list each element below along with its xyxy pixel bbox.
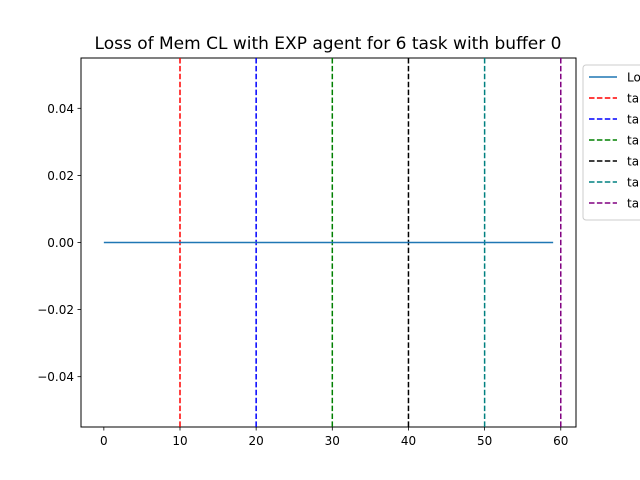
x-tick-label: 0	[100, 434, 108, 448]
legend-label-2: ta	[627, 92, 639, 106]
y-tick-label: 0.00	[47, 236, 74, 250]
y-axis-ticks: −0.04 −0.02 0.00 0.02 0.04	[37, 102, 81, 384]
legend-label-3: ta	[627, 113, 639, 127]
x-tick-label: 30	[325, 434, 340, 448]
y-tick-label: −0.02	[37, 303, 74, 317]
x-tick-label: 60	[553, 434, 568, 448]
x-axis-ticks: 0 10 20 30 40 50 60	[100, 427, 568, 448]
chart-title: Loss of Mem CL with EXP agent for 6 task…	[95, 34, 562, 54]
legend-label-7: ta	[627, 197, 639, 211]
legend-label-6: ta	[627, 176, 639, 190]
legend-label-5: ta	[627, 155, 639, 169]
legend-label-4: ta	[627, 134, 639, 148]
legend: Lo ta ta ta ta ta ta	[582, 64, 640, 221]
x-tick-label: 50	[477, 434, 492, 448]
y-tick-label: 0.04	[47, 102, 74, 116]
x-tick-label: 20	[249, 434, 264, 448]
y-tick-label: 0.02	[47, 169, 74, 183]
legend-label-1: Lo	[627, 71, 640, 85]
x-tick-label: 10	[172, 434, 187, 448]
y-tick-label: −0.04	[37, 370, 74, 384]
legend-box	[582, 64, 640, 221]
x-tick-label: 40	[401, 434, 416, 448]
